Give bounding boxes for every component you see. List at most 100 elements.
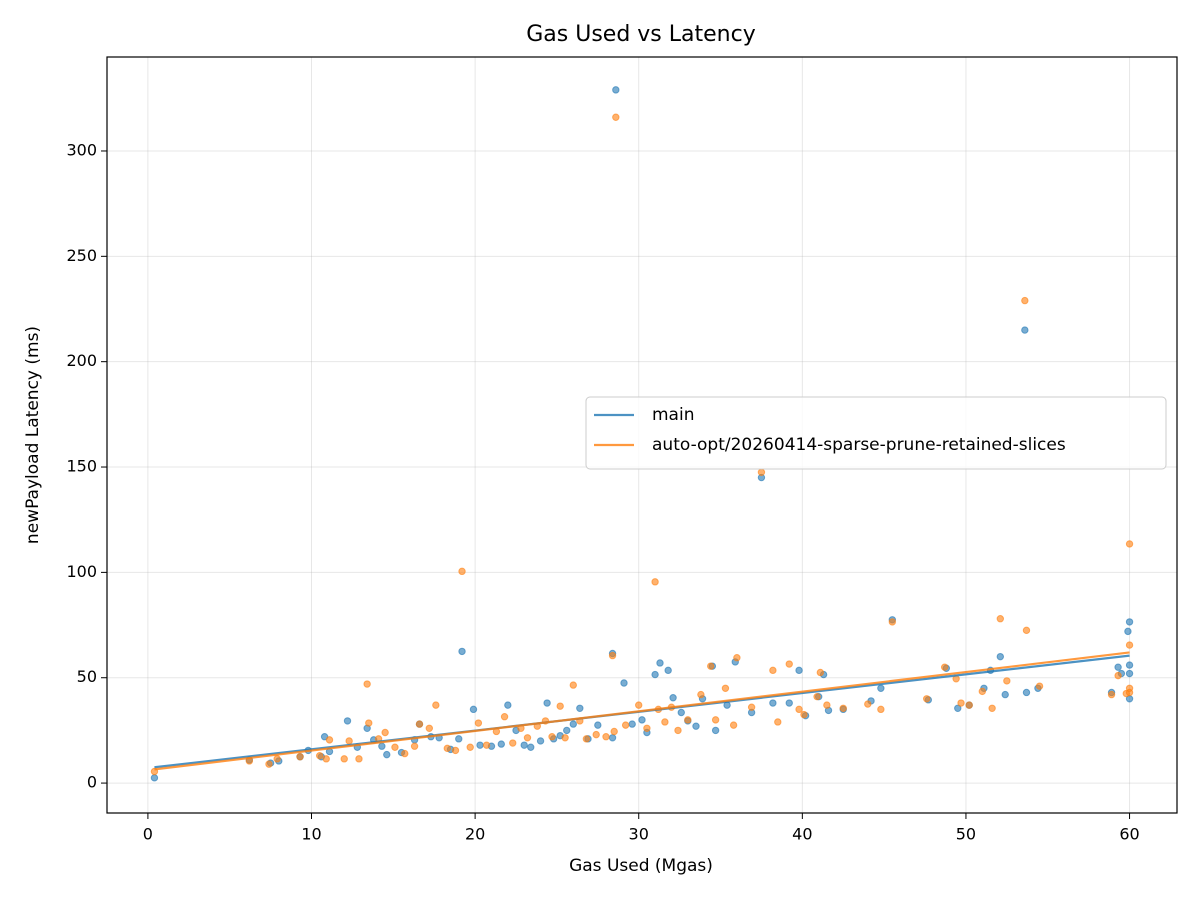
scatter-point xyxy=(988,704,996,712)
scatter-point xyxy=(957,699,965,707)
scatter-point xyxy=(432,701,440,709)
scatter-point xyxy=(415,720,424,728)
x-tick-label: 40 xyxy=(792,825,812,844)
scatter-point xyxy=(785,660,793,668)
scatter-point xyxy=(1125,540,1134,548)
legend-label: main xyxy=(652,405,694,425)
scatter-point xyxy=(322,755,330,763)
scatter-point xyxy=(669,694,677,702)
scatter-point xyxy=(769,699,777,707)
scatter-point xyxy=(620,679,628,687)
scatter-point xyxy=(315,751,324,760)
trend-line xyxy=(154,651,1130,771)
scatter-point xyxy=(1125,688,1134,697)
plot-frame xyxy=(106,56,1178,814)
scatter-point xyxy=(296,753,304,761)
y-axis-label: newPayload Latency (ms) xyxy=(23,326,43,544)
scatter-point xyxy=(697,690,705,699)
scatter-point xyxy=(1114,671,1122,680)
scatter-point xyxy=(612,86,620,94)
x-tick-label: 20 xyxy=(465,825,485,844)
scatter-point xyxy=(543,699,551,707)
scatter-point xyxy=(643,724,651,732)
y-tick-label: 250 xyxy=(66,246,97,265)
scatter-point xyxy=(378,742,386,750)
scatter-point xyxy=(1021,296,1029,305)
scatter-point xyxy=(391,743,399,751)
scatter-point xyxy=(635,701,643,709)
scatter-point xyxy=(651,578,659,586)
x-tick-label: 30 xyxy=(629,825,649,844)
scatter-point xyxy=(556,702,564,710)
scatter-point xyxy=(711,716,720,724)
scatter-point xyxy=(1125,641,1134,649)
x-axis-label: Gas Used (Mgas) xyxy=(569,856,713,876)
scatter-point xyxy=(561,734,569,742)
scatter-point xyxy=(711,726,720,735)
scatter-point xyxy=(1003,677,1011,685)
scatter-point xyxy=(383,750,391,759)
legend-box xyxy=(585,396,1167,470)
scatter-point xyxy=(451,746,460,755)
scatter-point xyxy=(628,720,636,728)
scatter-point xyxy=(509,739,517,747)
scatter-point xyxy=(1022,688,1031,697)
scatter-point xyxy=(582,735,591,743)
scatter-point xyxy=(664,666,672,675)
scatter-point xyxy=(877,705,885,714)
scatter-point xyxy=(476,741,484,749)
scatter-point xyxy=(813,692,821,701)
scatter-point xyxy=(443,744,452,753)
y-tick-label: 150 xyxy=(66,457,97,476)
scatter-point xyxy=(656,659,664,667)
scatter-point xyxy=(839,704,847,712)
scatter-point xyxy=(602,733,610,741)
scatter-point xyxy=(996,615,1005,623)
scatter-point xyxy=(877,684,885,692)
x-tick-label: 10 xyxy=(301,825,321,844)
x-tick-label: 50 xyxy=(956,825,976,844)
scatter-point xyxy=(684,716,692,724)
scatter-point xyxy=(563,726,571,735)
scatter-point xyxy=(978,687,987,696)
scatter-point xyxy=(265,760,273,768)
scatter-point xyxy=(343,717,352,725)
scatter-point xyxy=(410,742,419,750)
scatter-point xyxy=(965,701,973,709)
scatter-point xyxy=(608,651,617,660)
scatter-point xyxy=(1125,618,1134,626)
scatter-point xyxy=(888,618,897,626)
scatter-point xyxy=(548,733,556,741)
scatter-point xyxy=(1022,626,1031,635)
scatter-point xyxy=(774,718,782,726)
scatter-point xyxy=(661,718,669,726)
scatter-point xyxy=(1125,669,1134,678)
scatter-point xyxy=(500,713,509,721)
scatter-point xyxy=(536,737,545,745)
scatter-point xyxy=(800,710,808,719)
scatter-point xyxy=(954,704,962,712)
y-tick-label: 0 xyxy=(87,773,97,792)
scatter-point xyxy=(610,727,618,736)
scatter-point xyxy=(345,737,353,745)
scatter-point xyxy=(150,774,159,782)
scatter-point xyxy=(504,701,512,709)
scatter-point xyxy=(621,721,630,729)
scatter-point xyxy=(340,755,348,763)
scatter-point xyxy=(729,721,738,729)
scatter-point xyxy=(474,719,483,727)
scatter-point xyxy=(365,719,373,727)
scatter-point xyxy=(425,724,434,732)
scatter-point xyxy=(455,735,463,743)
scatter-point xyxy=(520,741,528,749)
scatter-point xyxy=(576,704,584,712)
scatter-point xyxy=(612,113,620,121)
y-tick-label: 200 xyxy=(66,351,97,370)
scatter-point xyxy=(795,666,803,675)
scatter-point xyxy=(527,743,535,751)
scatter-point xyxy=(757,468,766,476)
x-tick-label: 60 xyxy=(1119,825,1139,844)
scatter-point xyxy=(651,670,659,679)
scatter-point xyxy=(1125,661,1134,669)
scatter-point xyxy=(1001,690,1009,699)
